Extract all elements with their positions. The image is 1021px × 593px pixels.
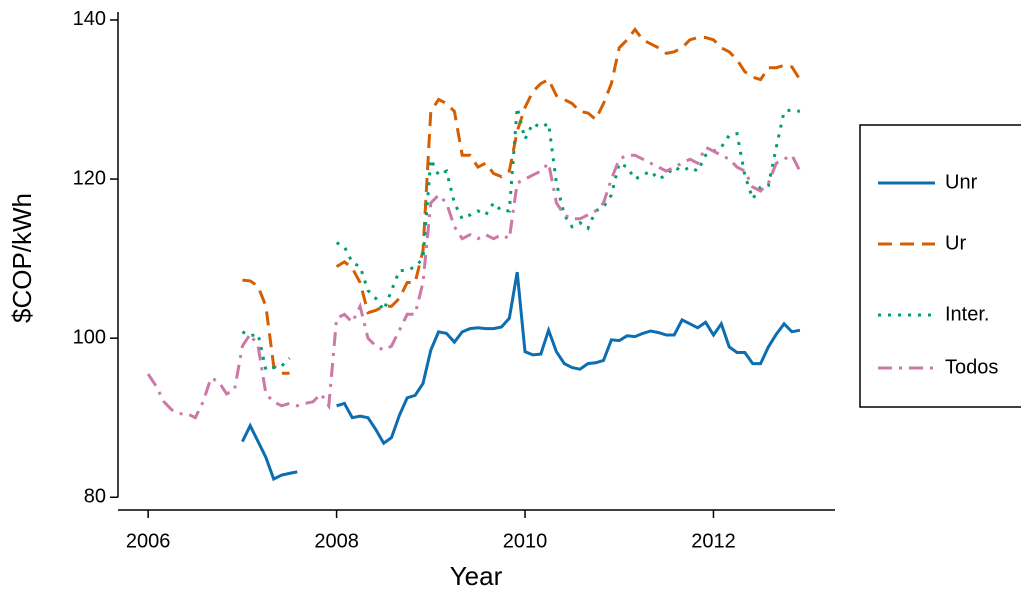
series-line	[242, 27, 802, 375]
x-tick-label: 2006	[126, 530, 171, 552]
y-tick-label: 120	[73, 167, 106, 189]
series-line	[146, 145, 802, 420]
x-tick-label: 2008	[314, 530, 359, 552]
legend-label: Inter.	[945, 303, 989, 325]
x-axis-title: Year	[450, 561, 503, 591]
series-line	[241, 271, 801, 482]
y-tick-label: 100	[73, 326, 106, 348]
legend-label: Unr	[945, 171, 978, 193]
y-axis-title: $COP/kWh	[7, 193, 37, 323]
y-tick-label: 80	[84, 486, 106, 508]
legend-label: Ur	[945, 232, 966, 254]
y-tick-label: 140	[73, 8, 106, 30]
legend-box	[859, 124, 1021, 408]
x-tick-label: 2010	[503, 530, 548, 552]
legend-label: Todos	[945, 356, 998, 378]
series-line	[241, 107, 801, 372]
x-tick-label: 2012	[691, 530, 736, 552]
